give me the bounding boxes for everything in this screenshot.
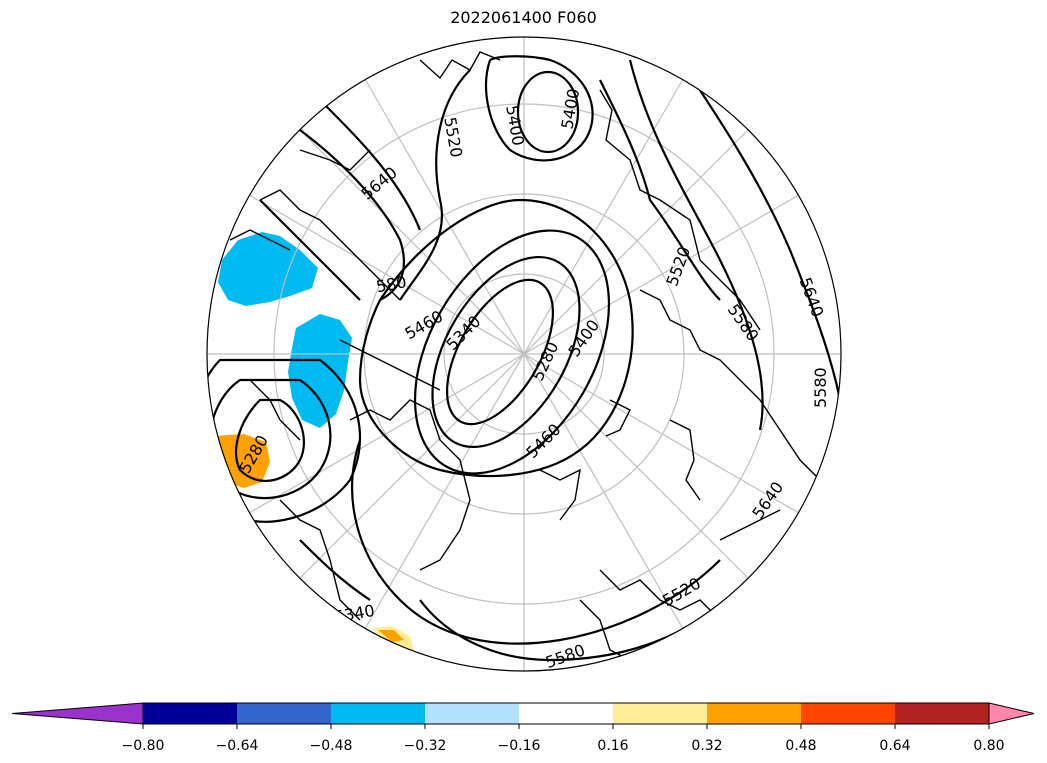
contour-5520-east: [599, 79, 721, 301]
anomaly-patch-blue-2: [288, 314, 352, 428]
colorbar-tick-label: 0.48: [785, 738, 816, 754]
chart-title: 2022061400 F060: [450, 8, 597, 27]
contour-5520-south: [351, 439, 721, 645]
colorbar-segment: [707, 703, 802, 724]
contour-5340-center: [431, 255, 581, 449]
map-boundary: [206, 36, 842, 672]
contour-southwest: [299, 539, 371, 601]
contour-5580-west: [319, 99, 422, 231]
colorbar-segments: [11, 702, 1035, 725]
contour-5400-north: [484, 55, 594, 162]
contour-5460: [358, 198, 634, 478]
coastlines: [229, 51, 821, 661]
contour-west-low-1: [235, 398, 305, 482]
colorbar-tick-label: 0.80: [973, 738, 1004, 754]
colorbar-tick-label: −0.48: [310, 738, 353, 754]
colorbar-tick-label: −0.80: [122, 738, 165, 754]
contour-5520-west: [399, 69, 471, 301]
colorbar-extend-high: [988, 702, 1035, 725]
contour-5400-center: [413, 229, 611, 475]
colorbar-outline: [142, 702, 990, 725]
polar-map: 5640 5520 5400 5400 5520 5640 5580 5580 …: [206, 36, 842, 672]
colorbar-segment: [425, 703, 520, 724]
colorbar-tick-label: −0.16: [498, 738, 541, 754]
anomaly-patch-orange-2: [378, 630, 404, 642]
colorbar-tick-label: 0.64: [879, 738, 910, 754]
colorbar-segment: [801, 703, 896, 724]
colorbar-tick-label: −0.32: [404, 738, 447, 754]
colorbar-segment: [237, 703, 332, 724]
contour-west-low-3: [207, 358, 362, 523]
colorbar-tick-label: −0.64: [216, 738, 259, 754]
colorbar-segment: [613, 703, 708, 724]
height-contours: [207, 55, 841, 662]
colorbar-segment: [331, 703, 426, 724]
contour-5280-center: [445, 278, 555, 426]
colorbar-segment: [895, 703, 990, 724]
colorbar-segment: [519, 703, 614, 724]
contour-5640-west: [299, 129, 405, 301]
contour-5580-east: [628, 59, 764, 431]
colorbar-ticks: −0.80 −0.64 −0.48 −0.32 −0.16 0.16 0.32 0.48 0.6…: [122, 724, 1005, 754]
graticule: [207, 37, 841, 671]
anomaly-patch-blue-1: [218, 232, 318, 306]
contour-label: 5580: [811, 367, 830, 408]
contour-5640-east: [679, 59, 841, 401]
contour-5340-north: [516, 70, 580, 154]
colorbar-segment: [143, 703, 238, 724]
colorbar-extend-low: [11, 702, 144, 725]
colorbar-tick-label: 0.16: [597, 738, 628, 754]
contour-5700-west: [259, 199, 361, 301]
colorbar-tick-label: 0.32: [691, 738, 722, 754]
